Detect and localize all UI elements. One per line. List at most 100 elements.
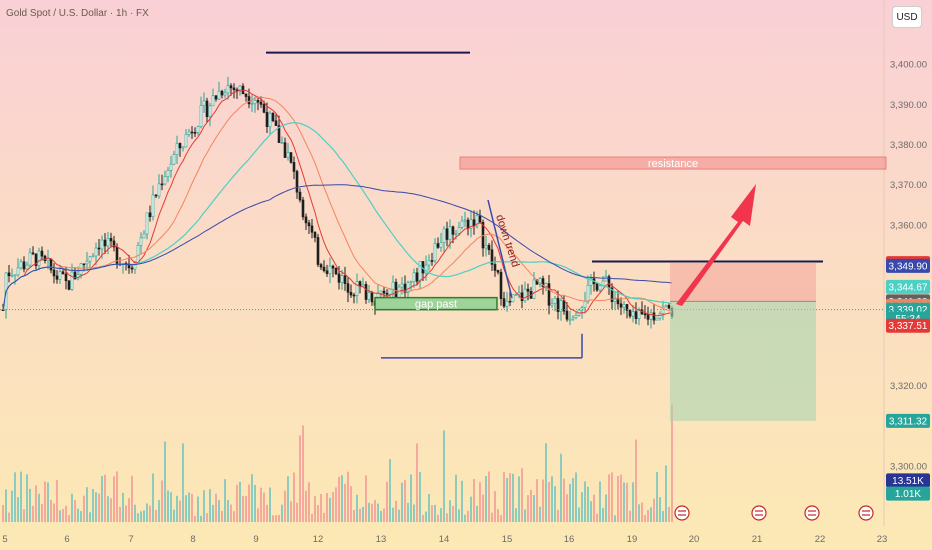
volume-bar (47, 482, 49, 522)
volume-bar (209, 489, 211, 522)
candle-body (142, 233, 146, 239)
y-tick-label: 3,380.00 (890, 140, 927, 151)
candle-body (367, 292, 371, 300)
volume-bar (155, 509, 157, 522)
candle-body (490, 249, 494, 265)
x-tick-label: 9 (253, 534, 258, 545)
volume-bar (623, 482, 625, 522)
candle-body (49, 258, 53, 271)
volume-bar (74, 499, 76, 522)
volume-bar (449, 500, 451, 522)
candle-body (46, 258, 50, 262)
volume-bar (437, 514, 439, 522)
y-tick-label: 3,360.00 (890, 220, 927, 231)
x-tick-label: 22 (815, 534, 826, 545)
volume-bar (326, 493, 328, 522)
volume-bar (56, 480, 58, 522)
candle-body (244, 93, 248, 97)
x-tick-label: 23 (877, 534, 888, 545)
candle-body (154, 194, 158, 197)
volume-bar (395, 500, 397, 522)
volume-bar (338, 476, 340, 522)
candle-body (175, 143, 179, 155)
volume-bar (620, 474, 622, 522)
candle-body (628, 310, 632, 317)
volume-bar (161, 480, 163, 522)
volume-bar (41, 504, 43, 522)
us-flag-event-icon[interactable] (858, 505, 874, 521)
candle-body (250, 103, 254, 105)
candle-body (439, 242, 443, 248)
candle-body (445, 228, 449, 240)
candle-body (583, 301, 587, 308)
volume-bar (239, 481, 241, 522)
volume-bar (134, 504, 136, 522)
volume-bar (35, 485, 37, 522)
us-flag-event-icon[interactable] (674, 505, 690, 521)
volume-bar (335, 487, 337, 522)
us-flag-event-icon[interactable] (751, 505, 767, 521)
volume-bar (608, 474, 610, 522)
volume-bar (230, 504, 232, 522)
candle-body (460, 220, 464, 228)
candle-body (538, 278, 542, 285)
candle-body (361, 284, 365, 287)
candle-body (55, 275, 59, 280)
volume-bar (422, 514, 424, 522)
candle-body (79, 263, 83, 275)
candle-body (106, 238, 110, 247)
price-badges: 3,350.593,349.903,344.673,341.083,339.95… (674, 256, 930, 521)
candle-body (313, 231, 317, 238)
candle-layer (1, 76, 674, 329)
candle-body (205, 100, 209, 117)
candle-body (508, 300, 512, 303)
profit-zone (670, 263, 816, 302)
candle-body (160, 183, 164, 186)
candle-body (139, 237, 143, 246)
volume-bar (266, 504, 268, 522)
volume-bar (617, 476, 619, 522)
volume-bar (473, 478, 475, 522)
candle-body (370, 292, 374, 303)
candle-body (478, 215, 482, 223)
candle-body (34, 253, 38, 266)
volume-bar (329, 497, 331, 522)
candle-body (193, 131, 197, 134)
volume-bar (197, 496, 199, 522)
volume-bar (173, 509, 175, 522)
candle-body (631, 311, 635, 317)
price-badge-label: 1.01K (895, 489, 921, 500)
x-tick-label: 20 (689, 534, 700, 545)
volume-bar (113, 476, 115, 522)
volume-bar (170, 492, 172, 522)
price-badge (886, 473, 930, 488)
x-tick-label: 12 (313, 534, 324, 545)
volume-bar (491, 512, 493, 522)
candle-body (568, 318, 572, 321)
candle-body (553, 298, 557, 304)
candle-body (268, 112, 272, 127)
currency-button[interactable]: USD (892, 6, 922, 28)
candle-body (364, 284, 368, 300)
candle-body (169, 163, 173, 171)
candle-body (406, 282, 410, 294)
volume-bar (605, 494, 607, 522)
volume-bar (293, 472, 295, 522)
candle-body (88, 256, 92, 262)
volume-bar (530, 489, 532, 522)
volume-bar (581, 492, 583, 522)
candle-body (238, 85, 242, 92)
x-tick-label: 16 (564, 534, 575, 545)
candle-body (382, 290, 386, 294)
price-badge-label: 13.51K (892, 476, 924, 487)
us-flag-event-icon[interactable] (804, 505, 820, 521)
candle-body (31, 252, 35, 255)
volume-bar (626, 482, 628, 522)
volume-bar (149, 505, 151, 522)
candle-body (451, 226, 455, 235)
y-tick-label: 3,390.00 (890, 100, 927, 111)
x-tick-label: 5 (2, 534, 7, 545)
moving-average-line (2, 184, 673, 310)
